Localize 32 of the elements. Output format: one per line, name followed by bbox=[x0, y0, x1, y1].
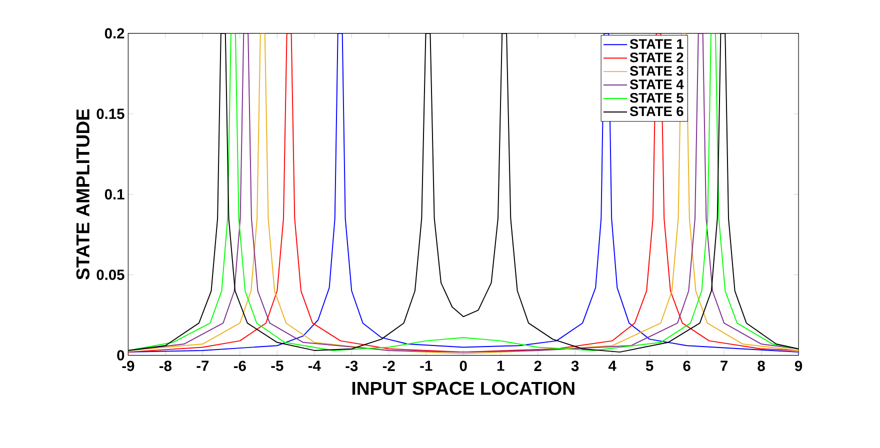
x-tick-label: 6 bbox=[683, 360, 690, 372]
x-tick-label: -3 bbox=[346, 360, 358, 372]
x-tick-label: 0 bbox=[460, 360, 467, 372]
x-tick-label: 7 bbox=[720, 360, 728, 372]
x-tick-label: 9 bbox=[794, 360, 802, 372]
x-tick-label: -9 bbox=[122, 360, 134, 372]
x-tick-label: -1 bbox=[420, 360, 432, 372]
x-tick-label: -6 bbox=[234, 360, 246, 372]
x-axis-title: INPUT SPACE LOCATION bbox=[352, 382, 574, 396]
y-tick-label: 0.1 bbox=[104, 189, 124, 200]
legend-label: STATE 4 bbox=[630, 80, 684, 90]
x-tick-label: 5 bbox=[646, 360, 654, 372]
x-tick-label: -8 bbox=[159, 360, 172, 372]
legend-label: STATE 1 bbox=[630, 39, 684, 50]
x-tick-label: -7 bbox=[196, 360, 209, 372]
y-tick-label: 0 bbox=[117, 350, 124, 361]
legend-label: STATE 6 bbox=[630, 106, 684, 116]
legend-label: STATE 3 bbox=[630, 66, 684, 76]
x-tick-label: 8 bbox=[758, 360, 765, 372]
x-tick-label: 3 bbox=[571, 360, 579, 372]
y-tick-label: 0.15 bbox=[96, 108, 124, 120]
x-tick-label: 1 bbox=[497, 360, 504, 372]
x-tick-label: -2 bbox=[382, 360, 395, 372]
y-tick-label: 0.05 bbox=[96, 270, 124, 280]
x-tick-label: 4 bbox=[608, 360, 616, 372]
legend-label: STATE 5 bbox=[630, 93, 684, 103]
legend-label: STATE 2 bbox=[630, 52, 684, 63]
y-axis-title: STATE AMPLITUDE bbox=[76, 109, 90, 280]
y-tick-label: 0.2 bbox=[104, 28, 124, 39]
x-tick-label: -5 bbox=[271, 360, 284, 372]
x-tick-label: 2 bbox=[534, 360, 542, 372]
x-tick-label: -4 bbox=[308, 360, 321, 372]
